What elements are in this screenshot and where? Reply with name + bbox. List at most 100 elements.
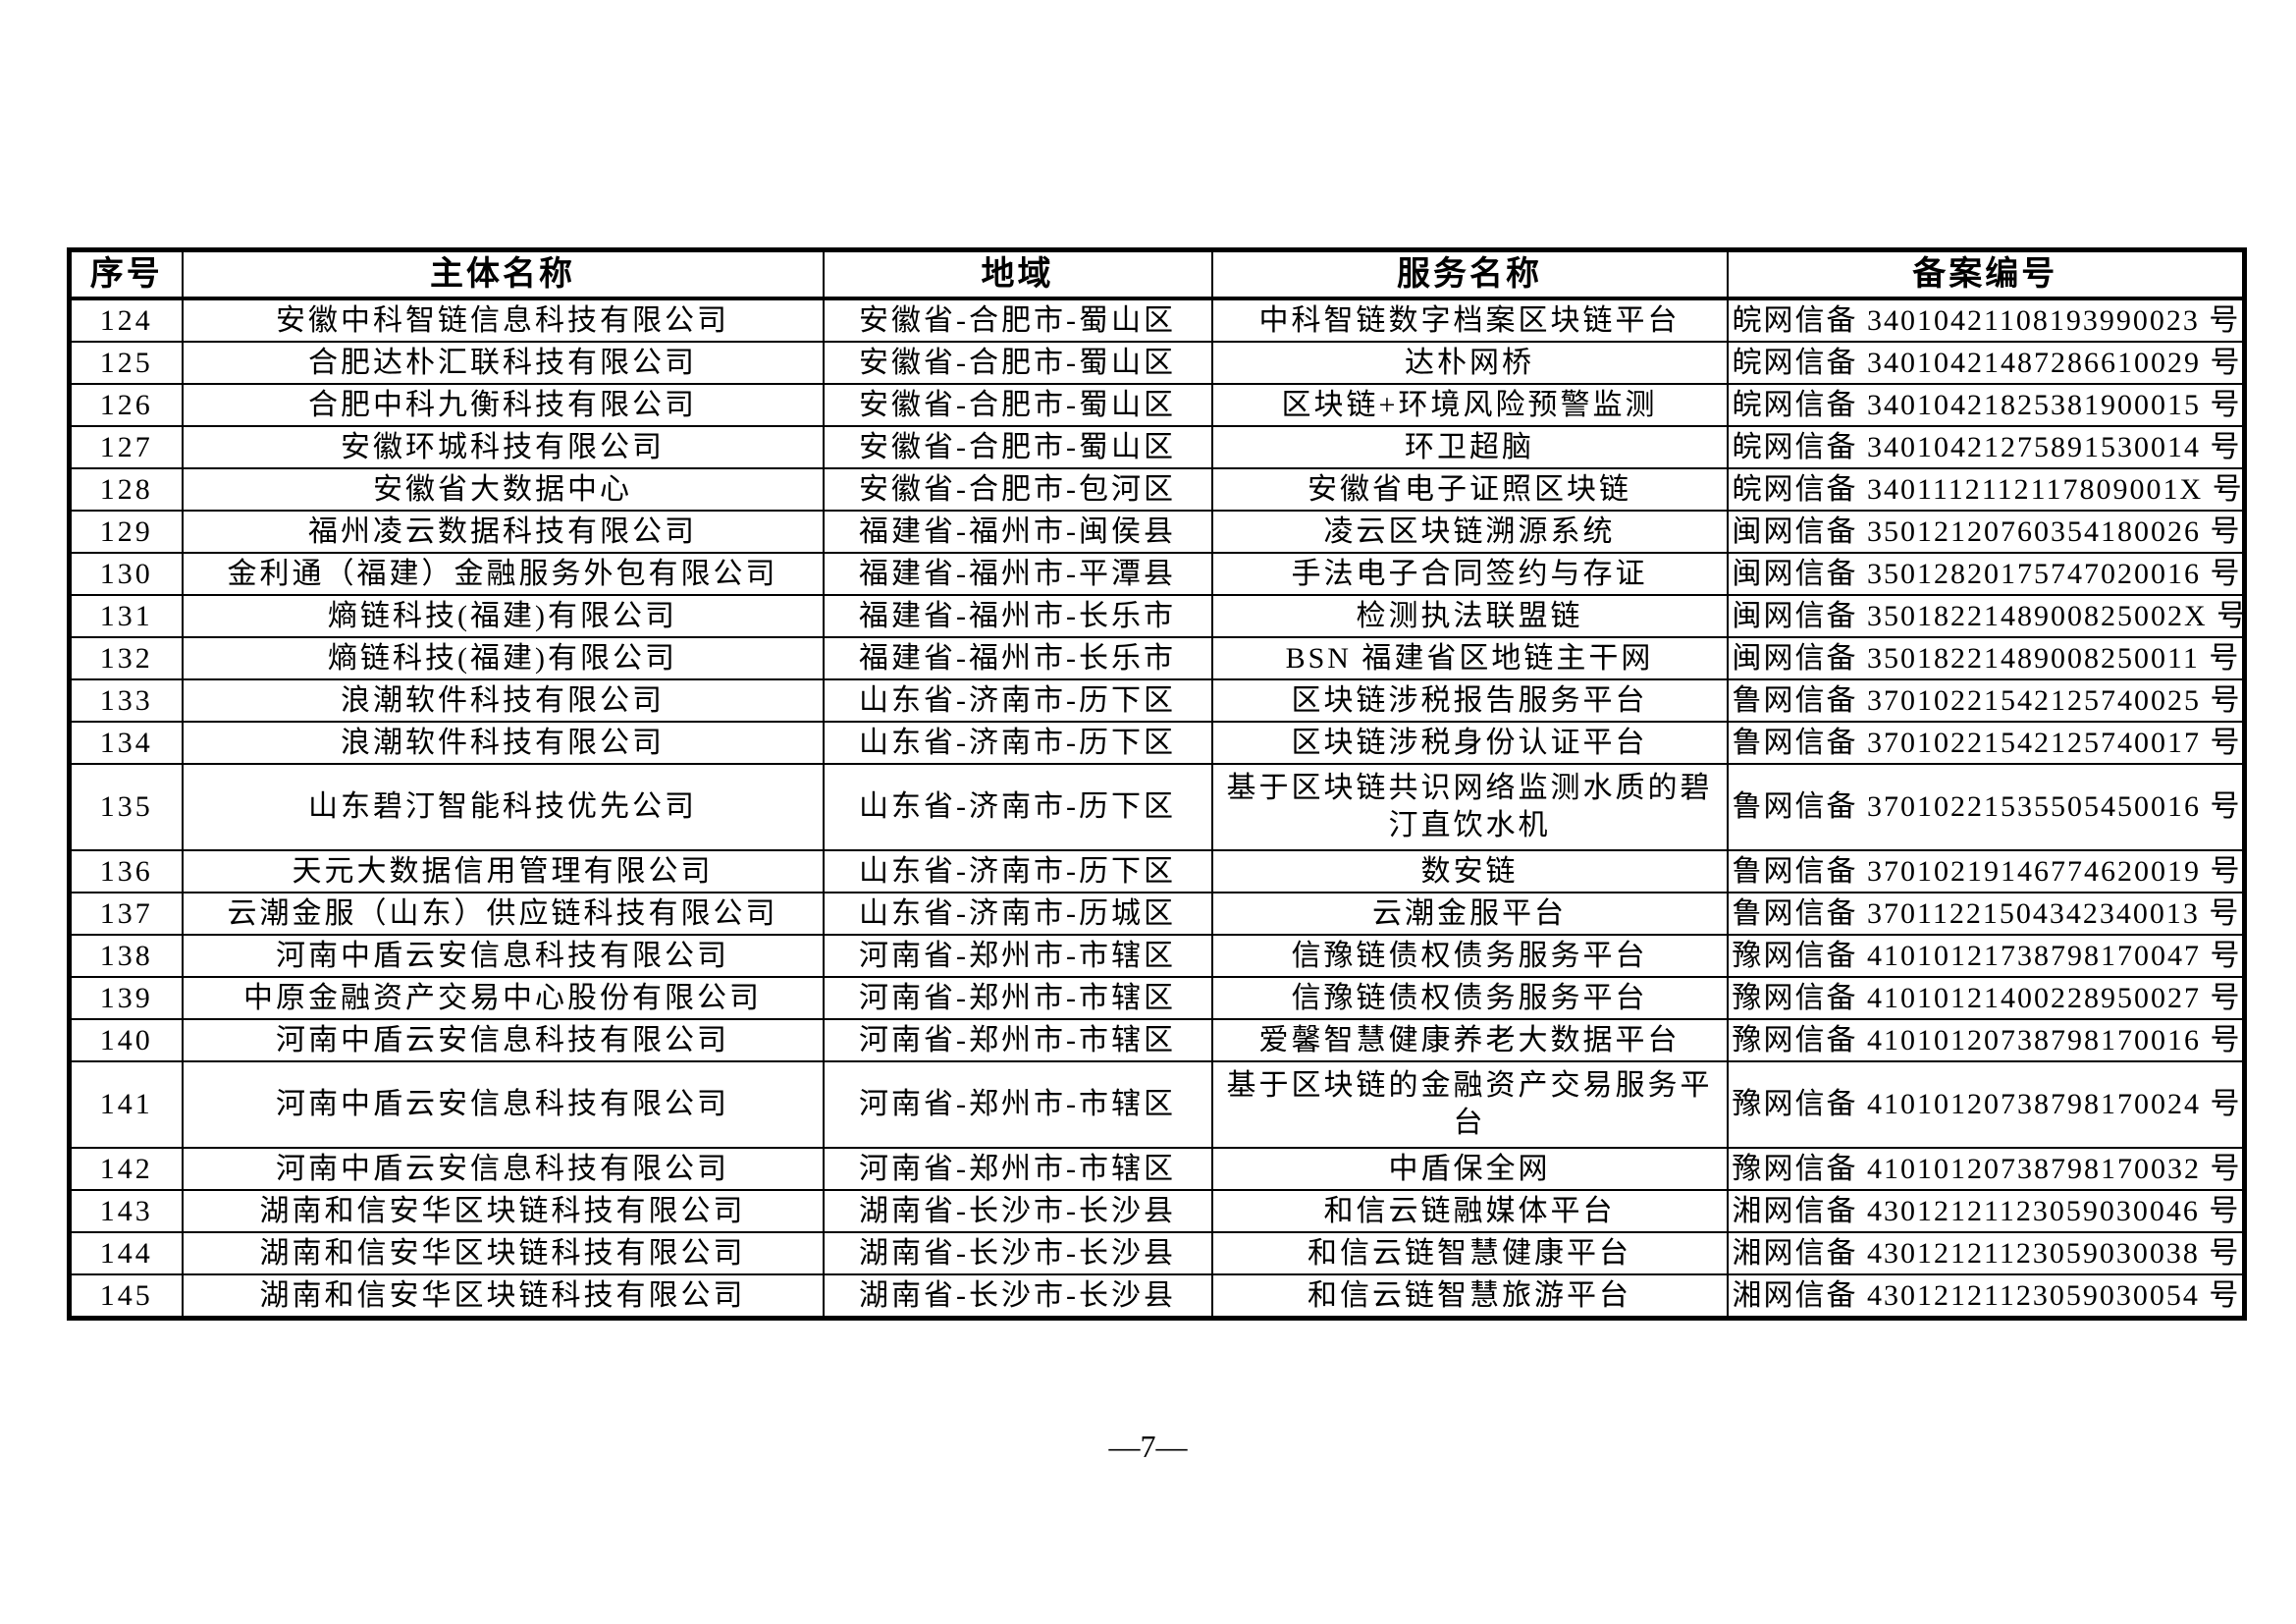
- cell-reg: 鲁网信备 37010221535505450016 号: [1726, 763, 2246, 851]
- header-no: 序号: [68, 248, 184, 300]
- cell-entity: 浪潮软件科技有限公司: [181, 721, 825, 765]
- cell-entity: 河南中盾云安信息科技有限公司: [181, 1060, 825, 1149]
- cell-entity: 熵链科技(福建)有限公司: [181, 594, 825, 638]
- cell-no: 140: [68, 1018, 184, 1062]
- cell-entity: 安徽中科智链信息科技有限公司: [181, 298, 825, 343]
- cell-no: 141: [68, 1060, 184, 1149]
- table-row: 137 云潮金服（山东）供应链科技有限公司 山东省-济南市-历城区 云潮金服平台 鲁网信…: [68, 892, 2246, 936]
- cell-reg: 湘网信备 43012121123059030054 号: [1726, 1273, 2246, 1320]
- cell-service: 区块链涉税身份认证平台: [1210, 721, 1729, 765]
- cell-service: 云潮金服平台: [1210, 892, 1729, 936]
- table-row: 140 河南中盾云安信息科技有限公司 河南省-郑州市-市辖区 爱馨智慧健康养老大数据平…: [68, 1018, 2246, 1062]
- registration-table: 序号 主体名称 地域 服务名称 备案编号 124 安徽中科智链信息科技有限公司 安徽…: [67, 247, 2247, 1321]
- cell-no: 139: [68, 976, 184, 1020]
- table-row: 138 河南中盾云安信息科技有限公司 河南省-郑州市-市辖区 信豫链债权债务服务平台豫…: [68, 934, 2246, 978]
- table-row: 135 山东碧汀智能科技优先公司 山东省-济南市-历下区 基于区块链共识网络监测水质的…: [68, 763, 2246, 851]
- cell-service: 凌云区块链溯源系统: [1210, 510, 1729, 554]
- cell-reg: 皖网信备 3401112112117809001X 号: [1726, 467, 2246, 512]
- cell-reg: 皖网信备 34010421825381900015 号: [1726, 383, 2246, 427]
- cell-region: 安徽省-合肥市-蜀山区: [822, 425, 1213, 469]
- cell-no: 134: [68, 721, 184, 765]
- cell-reg: 皖网信备 34010421108193990023 号: [1726, 298, 2246, 343]
- cell-service: 数安链: [1210, 849, 1729, 893]
- cell-entity: 湖南和信安华区块链科技有限公司: [181, 1273, 825, 1320]
- cell-no: 145: [68, 1273, 184, 1320]
- cell-service: 达朴网桥: [1210, 341, 1729, 385]
- cell-reg: 闽网信备 35012120760354180026 号: [1726, 510, 2246, 554]
- cell-no: 127: [68, 425, 184, 469]
- cell-service: 信豫链债权债务服务平台: [1210, 934, 1729, 978]
- cell-region: 山东省-济南市-历下区: [822, 763, 1213, 851]
- cell-reg: 闽网信备 35012820175747020016 号: [1726, 552, 2246, 596]
- cell-service: 中盾保全网: [1210, 1147, 1729, 1191]
- cell-entity: 合肥达朴汇联科技有限公司: [181, 341, 825, 385]
- cell-entity: 熵链科技(福建)有限公司: [181, 636, 825, 680]
- cell-service: 和信云链智慧旅游平台: [1210, 1273, 1729, 1320]
- cell-reg: 湘网信备 43012121123059030046 号: [1726, 1189, 2246, 1233]
- cell-entity: 福州凌云数据科技有限公司: [181, 510, 825, 554]
- cell-reg: 湘网信备 43012121123059030038 号: [1726, 1231, 2246, 1275]
- cell-region: 山东省-济南市-历下区: [822, 849, 1213, 893]
- cell-region: 福建省-福州市-闽侯县: [822, 510, 1213, 554]
- cell-service: 爱馨智慧健康养老大数据平台: [1210, 1018, 1729, 1062]
- cell-region: 安徽省-合肥市-包河区: [822, 467, 1213, 512]
- cell-reg: 鲁网信备 37010219146774620019 号: [1726, 849, 2246, 893]
- cell-entity: 天元大数据信用管理有限公司: [181, 849, 825, 893]
- cell-service: 和信云链融媒体平台: [1210, 1189, 1729, 1233]
- cell-service: 和信云链智慧健康平台: [1210, 1231, 1729, 1275]
- cell-no: 131: [68, 594, 184, 638]
- cell-no: 142: [68, 1147, 184, 1191]
- cell-entity: 湖南和信安华区块链科技有限公司: [181, 1189, 825, 1233]
- page-number: —7—: [1108, 1429, 1188, 1464]
- cell-reg: 鲁网信备 37010221542125740017 号: [1726, 721, 2246, 765]
- cell-entity: 湖南和信安华区块链科技有限公司: [181, 1231, 825, 1275]
- cell-no: 137: [68, 892, 184, 936]
- table-row: 124 安徽中科智链信息科技有限公司 安徽省-合肥市-蜀山区 中科智链数字档案区块链平…: [68, 298, 2246, 343]
- cell-reg: 鲁网信备 37011221504342340013 号: [1726, 892, 2246, 936]
- cell-no: 135: [68, 763, 184, 851]
- cell-service: 区块链+环境风险预警监测: [1210, 383, 1729, 427]
- table-row: 134 浪潮软件科技有限公司 山东省-济南市-历下区 区块链涉税身份认证平台 鲁网信备 …: [68, 721, 2246, 765]
- header-region: 地域: [822, 248, 1213, 300]
- cell-no: 125: [68, 341, 184, 385]
- table-row: 129 福州凌云数据科技有限公司 福建省-福州市-闽侯县 凌云区块链溯源系统 闽网信备 …: [68, 510, 2246, 554]
- cell-entity: 安徽环城科技有限公司: [181, 425, 825, 469]
- cell-entity: 云潮金服（山东）供应链科技有限公司: [181, 892, 825, 936]
- table-row: 130 金利通（福建）金融服务外包有限公司 福建省-福州市-平潭县 手法电子合同签约与…: [68, 552, 2246, 596]
- cell-no: 130: [68, 552, 184, 596]
- cell-service: 区块链涉税报告服务平台: [1210, 678, 1729, 723]
- cell-reg: 皖网信备 34010421487286610029 号: [1726, 341, 2246, 385]
- cell-service: 中科智链数字档案区块链平台: [1210, 298, 1729, 343]
- cell-region: 安徽省-合肥市-蜀山区: [822, 298, 1213, 343]
- header-row: 序号 主体名称 地域 服务名称 备案编号: [68, 248, 2246, 300]
- cell-region: 安徽省-合肥市-蜀山区: [822, 383, 1213, 427]
- cell-reg: 豫网信备 41010120738798170024 号: [1726, 1060, 2246, 1149]
- cell-region: 湖南省-长沙市-长沙县: [822, 1273, 1213, 1320]
- cell-reg: 闽网信备 35018221489008250011 号: [1726, 636, 2246, 680]
- cell-region: 河南省-郑州市-市辖区: [822, 976, 1213, 1020]
- cell-entity: 山东碧汀智能科技优先公司: [181, 763, 825, 851]
- cell-entity: 河南中盾云安信息科技有限公司: [181, 1147, 825, 1191]
- cell-region: 湖南省-长沙市-长沙县: [822, 1231, 1213, 1275]
- cell-region: 河南省-郑州市-市辖区: [822, 1060, 1213, 1149]
- cell-region: 河南省-郑州市-市辖区: [822, 1018, 1213, 1062]
- cell-service: BSN 福建省区地链主干网: [1210, 636, 1729, 680]
- cell-no: 138: [68, 934, 184, 978]
- cell-entity: 金利通（福建）金融服务外包有限公司: [181, 552, 825, 596]
- cell-region: 福建省-福州市-平潭县: [822, 552, 1213, 596]
- table-row: 145 湖南和信安华区块链科技有限公司 湖南省-长沙市-长沙县 和信云链智慧旅游平台湘…: [68, 1273, 2246, 1320]
- table-row: 133 浪潮软件科技有限公司 山东省-济南市-历下区 区块链涉税报告服务平台 鲁网信备 …: [68, 678, 2246, 723]
- cell-no: 133: [68, 678, 184, 723]
- cell-service: 环卫超脑: [1210, 425, 1729, 469]
- header-reg: 备案编号: [1726, 248, 2246, 300]
- cell-no: 128: [68, 467, 184, 512]
- cell-region: 安徽省-合肥市-蜀山区: [822, 341, 1213, 385]
- cell-service: 信豫链债权债务服务平台: [1210, 976, 1729, 1020]
- cell-reg: 皖网信备 34010421275891530014 号: [1726, 425, 2246, 469]
- table-row: 132 熵链科技(福建)有限公司 福建省-福州市-长乐市 BSN 福建省区地链主干网闽…: [68, 636, 2246, 680]
- cell-region: 山东省-济南市-历下区: [822, 721, 1213, 765]
- table-row: 141 河南中盾云安信息科技有限公司 河南省-郑州市-市辖区 基于区块链的金融资产交易…: [68, 1060, 2246, 1149]
- cell-service: 安徽省电子证照区块链: [1210, 467, 1729, 512]
- cell-region: 山东省-济南市-历城区: [822, 892, 1213, 936]
- cell-no: 136: [68, 849, 184, 893]
